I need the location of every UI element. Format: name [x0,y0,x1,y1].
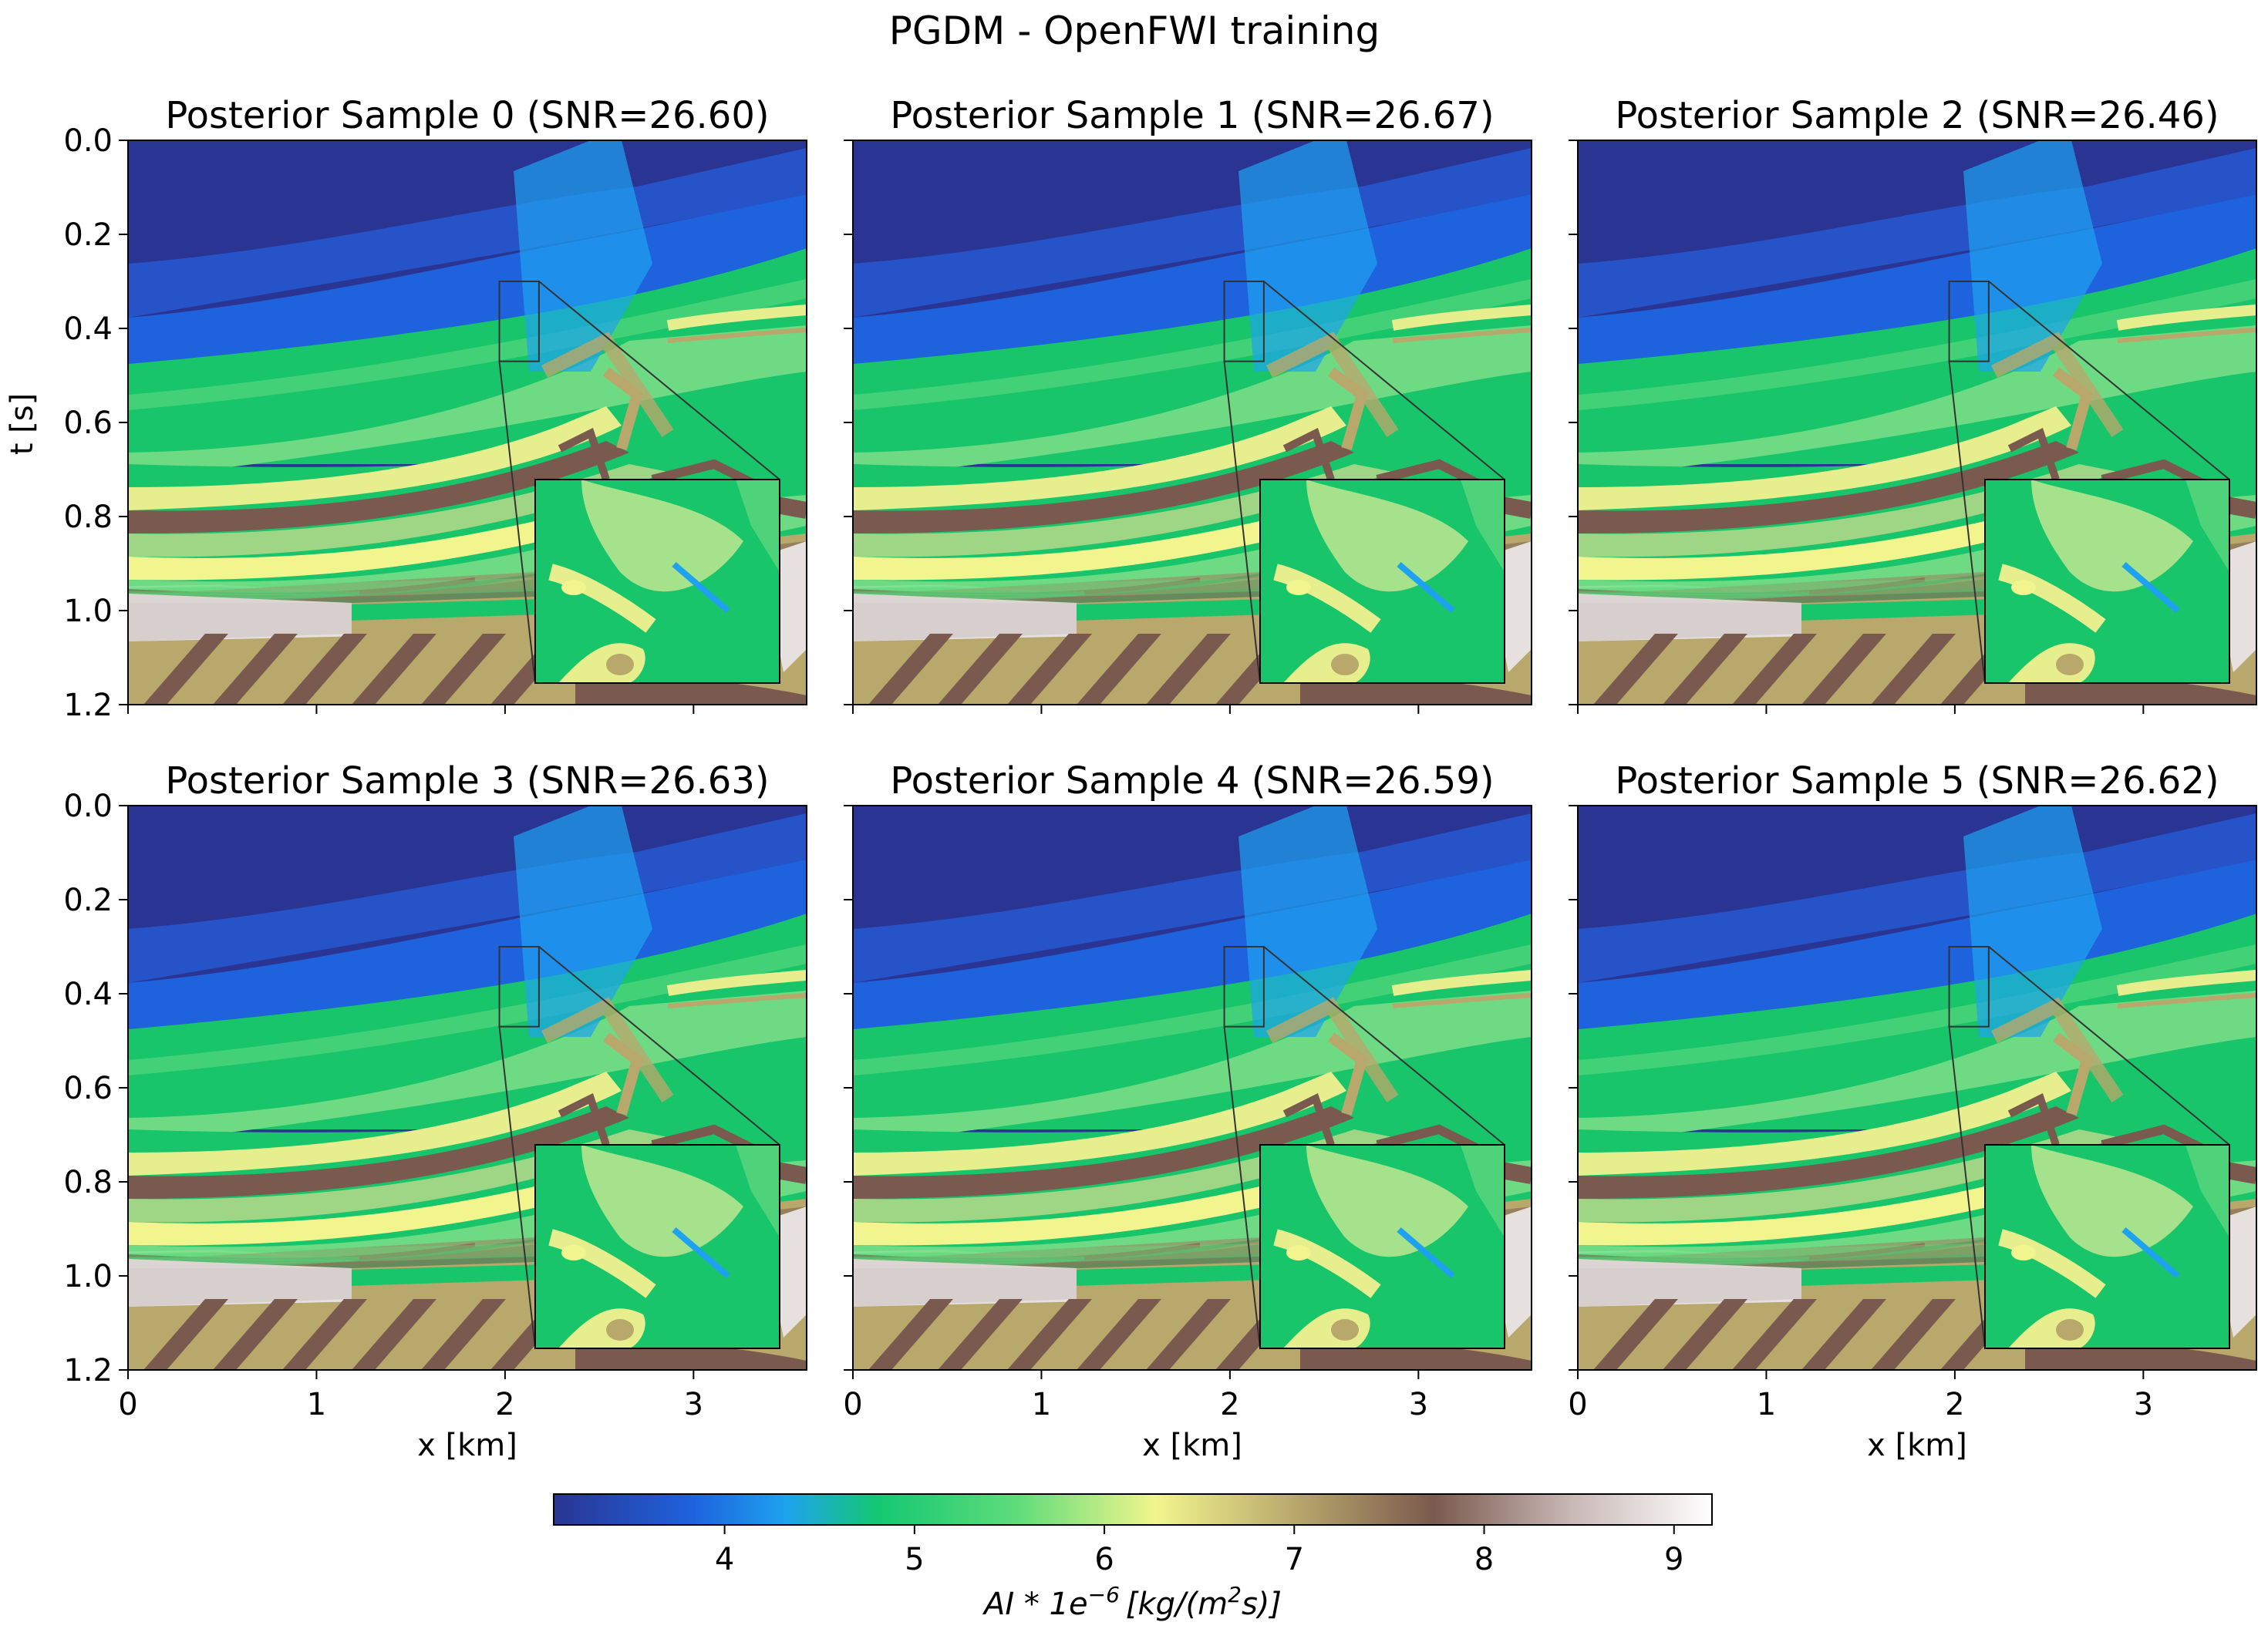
colorbar-tick-label-0: 4 [715,1542,734,1577]
panel-0-zoom-connector-right [538,281,780,480]
panel-5-zoom-inset [1985,1145,2229,1348]
panel-3-xtick-label-3: 3 [684,1387,703,1422]
panel-3-zoom-connector-right [538,946,780,1146]
panel-0-ytick-label-3: 0.6 [63,406,113,441]
colorbar-tick-label-2: 6 [1094,1542,1114,1577]
panel-4-zoom-connector-left [1223,1026,1261,1349]
panel-1: Posterior Sample 1 (SNR=26.67) [844,94,1532,714]
panel-3-xtick-label-1: 1 [307,1387,326,1422]
panel-0-ytick-label-1: 0.2 [63,217,113,253]
panel-0-zoom-inset [535,480,780,683]
panel-5-zoom-connector-left [1948,1026,1986,1349]
colorbar-tick-label-5: 9 [1664,1542,1683,1577]
panel-5-zoom-connector-right [1988,946,2230,1146]
panel-3: Posterior Sample 3 (SNR=26.63) 0.0 0.2 0.4 0… [63,759,807,1463]
panel-0-ytick-label-0: 0.0 [63,123,113,159]
panel-0-ytick-label-4: 0.8 [63,500,113,535]
panel-0-ytick-label-2: 0.4 [63,311,113,347]
panel-2-zoom-connector-right [1988,281,2230,480]
colorbar-label-main: AI * 1e [982,1587,1088,1622]
panel-3-xtick-label-0: 0 [118,1387,137,1422]
panel-3-title: Posterior Sample 3 (SNR=26.63) [165,759,769,803]
panel-5-xtick-label-2: 2 [1945,1387,1964,1422]
colorbar-tick-label-3: 7 [1285,1542,1304,1577]
panel-0-zoom-box [498,281,540,362]
panel-2: Posterior Sample 2 (SNR=26.46) [1569,94,2257,714]
panel-1-title: Posterior Sample 1 (SNR=26.67) [890,94,1494,137]
panel-5-zoom-box [1948,946,1990,1028]
panel-0-zoom-connector-left [498,361,536,684]
panel-3-ytick-label-3: 0.6 [63,1071,113,1106]
panel-0-ytick-label-5: 1.0 [63,594,113,629]
panels-grid: Posterior Sample 0 (SNR=26.60) 0.0 0.2 0.4 0… [63,94,2257,1463]
panel-3-ytick-label-6: 1.2 [63,1353,113,1388]
panel-3-zoom-inset [535,1145,780,1348]
colorbar-tick-label-4: 8 [1474,1542,1494,1577]
panel-4: Posterior Sample 4 (SNR=26.59) 0 1 2 3 x [km] [843,759,1532,1463]
panel-4-xtick-label-0: 0 [843,1387,862,1422]
panel-1-zoom-connector-right [1263,281,1505,480]
panel-2-zoom-inset [1985,480,2229,683]
panel-0-ytick-label-6: 1.2 [63,688,113,723]
panel-5-xlabel: x [km] [1867,1428,1967,1463]
panel-1-zoom-box [1223,281,1265,362]
panel-5-xtick-label-1: 1 [1757,1387,1776,1422]
panel-5-xtick-label-0: 0 [1568,1387,1587,1422]
panel-0: Posterior Sample 0 (SNR=26.60) 0.0 0.2 0.4 0… [63,94,807,723]
colorbar-label-exp: −6 [1088,1582,1120,1607]
panel-5-xtick-label-3: 3 [2134,1387,2153,1422]
figure-title: PGDM - OpenFWI training [889,8,1380,53]
panel-1-zoom-inset [1260,480,1505,683]
panel-4-xlabel: x [km] [1142,1428,1242,1463]
panel-2-zoom-connector-left [1948,361,1986,684]
panel-5: Posterior Sample 5 (SNR=26.62) 0 1 2 3 x [km] [1568,759,2257,1463]
panel-5-title: Posterior Sample 5 (SNR=26.62) [1615,759,2219,803]
panel-4-xtick-label-1: 1 [1032,1387,1051,1422]
panel-2-zoom-box [1948,281,1990,362]
colorbar-label-units-exp: 2 [1228,1582,1242,1607]
colorbar-label-units: [kg/(m [1126,1587,1228,1622]
colorbar-label-units-end: s)] [1242,1587,1282,1622]
panel-3-xlabel: x [km] [417,1428,517,1463]
panel-4-zoom-connector-right [1263,946,1505,1146]
panel-1-zoom-connector-left [1223,361,1261,684]
panel-3-ytick-label-5: 1.0 [63,1259,113,1294]
colorbar-tick-label-1: 5 [905,1542,924,1577]
colorbar-ticks: 4 5 6 7 8 9 [715,1525,1683,1577]
colorbar-label: AI * 1e−6 [kg/(m2s)] [982,1582,1282,1622]
panel-2-title: Posterior Sample 2 (SNR=26.46) [1615,94,2219,137]
panel-4-zoom-box [1223,946,1265,1028]
panel-4-xtick-label-2: 2 [1220,1387,1239,1422]
panel-3-xtick-label-2: 2 [495,1387,514,1422]
panel-3-ytick-label-4: 0.8 [63,1165,113,1200]
colorbar-gradient-bar [553,1493,1713,1526]
colorbar: 4 5 6 7 8 9 AI * 1e−6 [kg/(m2s)] [553,1493,1713,1622]
panel-4-title: Posterior Sample 4 (SNR=26.59) [890,759,1494,803]
panel-3-zoom-connector-left [498,1026,536,1349]
panel-3-ytick-label-2: 0.4 [63,977,113,1012]
panel-4-zoom-inset [1260,1145,1505,1348]
y-axis-label: t [s] [5,393,40,455]
panel-4-xtick-label-3: 3 [1409,1387,1428,1422]
panel-3-ytick-label-0: 0.0 [63,789,113,824]
panel-3-zoom-box [498,946,540,1028]
panel-0-title: Posterior Sample 0 (SNR=26.60) [165,94,769,137]
panel-3-ytick-label-1: 0.2 [63,883,113,918]
